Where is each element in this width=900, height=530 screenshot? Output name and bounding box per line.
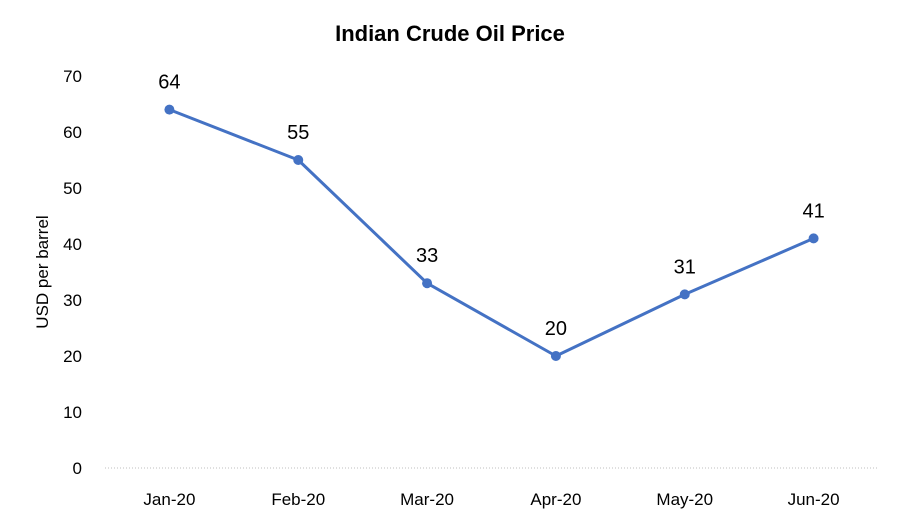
chart-title: Indian Crude Oil Price bbox=[335, 21, 565, 46]
y-tick-labels: 0 10 20 30 40 50 60 70 bbox=[63, 67, 82, 478]
x-tick-label: May-20 bbox=[656, 490, 713, 509]
data-point bbox=[164, 104, 175, 115]
y-axis-label: USD per barrel bbox=[33, 215, 52, 328]
data-point bbox=[679, 289, 690, 300]
data-label: 20 bbox=[545, 318, 567, 340]
data-label: 55 bbox=[287, 122, 309, 144]
series-line bbox=[167, 108, 816, 358]
y-tick-label: 50 bbox=[63, 179, 82, 198]
data-point bbox=[293, 155, 304, 165]
y-tick-label: 30 bbox=[63, 291, 82, 310]
data-label: 31 bbox=[674, 256, 696, 278]
x-tick-label: Feb-20 bbox=[271, 490, 325, 509]
x-tick-label: Apr-20 bbox=[530, 490, 581, 509]
x-tick-label: Jan-20 bbox=[143, 490, 195, 509]
data-point bbox=[550, 351, 561, 361]
series-group: 64 55 33 20 31 41 bbox=[158, 72, 825, 361]
data-label: 33 bbox=[416, 245, 438, 267]
data-point bbox=[808, 233, 819, 244]
x-tick-label: Jun-20 bbox=[788, 490, 840, 509]
y-tick-label: 0 bbox=[73, 459, 82, 478]
data-label: 64 bbox=[158, 72, 180, 94]
data-point bbox=[422, 278, 433, 289]
x-tick-label: Mar-20 bbox=[400, 490, 454, 509]
y-tick-label: 70 bbox=[63, 67, 82, 86]
y-tick-label: 40 bbox=[63, 235, 82, 254]
y-tick-label: 60 bbox=[63, 123, 82, 142]
data-label: 41 bbox=[802, 200, 824, 222]
x-tick-labels: Jan-20 Feb-20 Mar-20 Apr-20 May-20 Jun-20 bbox=[143, 490, 839, 509]
y-tick-label: 10 bbox=[63, 403, 82, 422]
y-tick-label: 20 bbox=[63, 347, 82, 366]
